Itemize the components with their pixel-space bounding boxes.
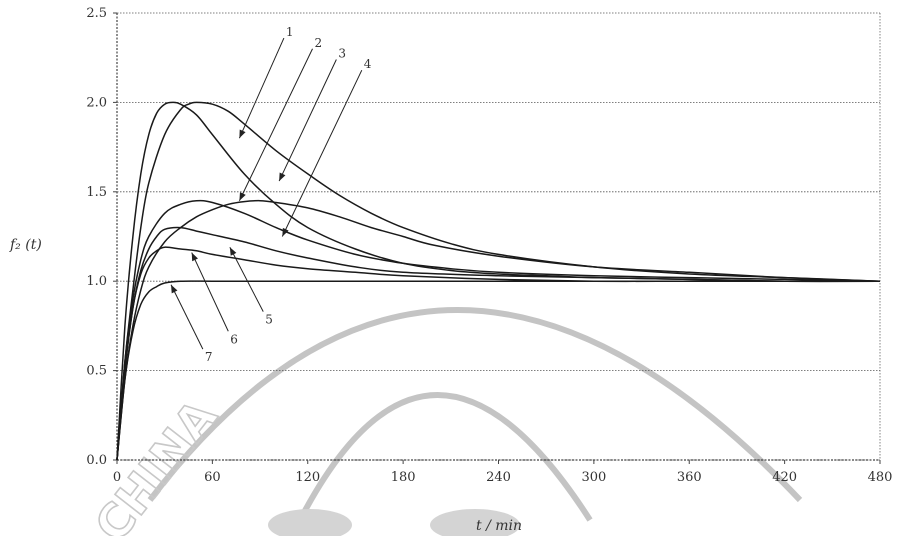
series-line-3 xyxy=(116,199,881,461)
y-axis-label: f₂ (t) xyxy=(9,237,42,253)
x-tick-label-2: 120 xyxy=(295,470,320,485)
callout-arrowhead-3 xyxy=(279,172,286,182)
callout-arrowhead-6 xyxy=(191,252,198,262)
callout-label-4: 4 xyxy=(364,57,372,71)
callout-arrowhead-5 xyxy=(229,247,237,256)
callout-4: 4 xyxy=(281,57,372,237)
series-line-5 xyxy=(116,226,881,461)
callout-leader-7 xyxy=(170,284,204,350)
x-axis-label: t / min xyxy=(476,518,522,534)
x-tick-label-0: 0 xyxy=(113,470,121,485)
callout-3: 3 xyxy=(278,46,346,182)
series-lines xyxy=(116,101,881,461)
x-tick-label-8: 480 xyxy=(868,470,893,485)
y-tick-label-3: 1.5 xyxy=(86,185,107,200)
series-line-7 xyxy=(116,280,880,461)
watermark-outer-arc xyxy=(147,307,803,503)
callout-label-7: 7 xyxy=(205,350,213,364)
callout-1: 1 xyxy=(238,25,294,139)
watermark-blob-right xyxy=(430,509,520,536)
y-tick-label-0: 0.0 xyxy=(86,453,107,468)
axes xyxy=(116,13,880,461)
callout-leader-6 xyxy=(191,252,229,332)
watermark: CHINA xyxy=(83,307,803,536)
x-tick-label-3: 180 xyxy=(391,470,416,485)
callout-label-5: 5 xyxy=(265,313,273,327)
callout-label-1: 1 xyxy=(286,25,294,39)
callout-leader-4 xyxy=(281,70,363,237)
callout-arrowhead-4 xyxy=(282,227,289,237)
callout-7: 7 xyxy=(170,284,213,364)
callout-label-2: 2 xyxy=(315,36,323,50)
callout-label-3: 3 xyxy=(338,46,346,60)
callout-leader-2 xyxy=(238,48,313,201)
callout-leader-1 xyxy=(238,37,285,139)
callout-arrowhead-1 xyxy=(239,129,246,139)
x-tick-labels: 0 60 120 180 240 300 360 420 480 xyxy=(113,460,893,485)
callout-leader-5 xyxy=(229,246,264,312)
callout-arrowhead-2 xyxy=(239,192,246,201)
callout-label-6: 6 xyxy=(230,332,238,346)
x-tick-label-1: 60 xyxy=(204,470,221,485)
series-line-4 xyxy=(116,199,881,461)
callout-6: 6 xyxy=(191,252,238,346)
x-tick-label-5: 300 xyxy=(581,470,606,485)
watermark-inner-arc xyxy=(297,392,593,522)
x-tick-label-7: 420 xyxy=(772,470,797,485)
x-tick-label-4: 240 xyxy=(486,470,511,485)
callout-2: 2 xyxy=(238,36,323,201)
y-tick-label-1: 0.5 xyxy=(86,364,107,379)
curve-callouts: 1 2 3 4 5 6 7 xyxy=(170,25,372,364)
callout-arrowhead-7 xyxy=(171,284,178,294)
watermark-blob-left xyxy=(268,509,352,536)
x-tick-label-6: 360 xyxy=(677,470,702,485)
y-tick-label-4: 2.0 xyxy=(86,95,107,110)
callout-5: 5 xyxy=(229,246,273,327)
y-tick-labels: 0.0 0.5 1.0 1.5 2.0 2.5 xyxy=(86,6,117,468)
callout-leader-3 xyxy=(278,59,337,182)
gridlines xyxy=(117,12,881,461)
y-tick-label-5: 2.5 xyxy=(86,6,107,21)
y-tick-label-2: 1.0 xyxy=(86,274,107,289)
